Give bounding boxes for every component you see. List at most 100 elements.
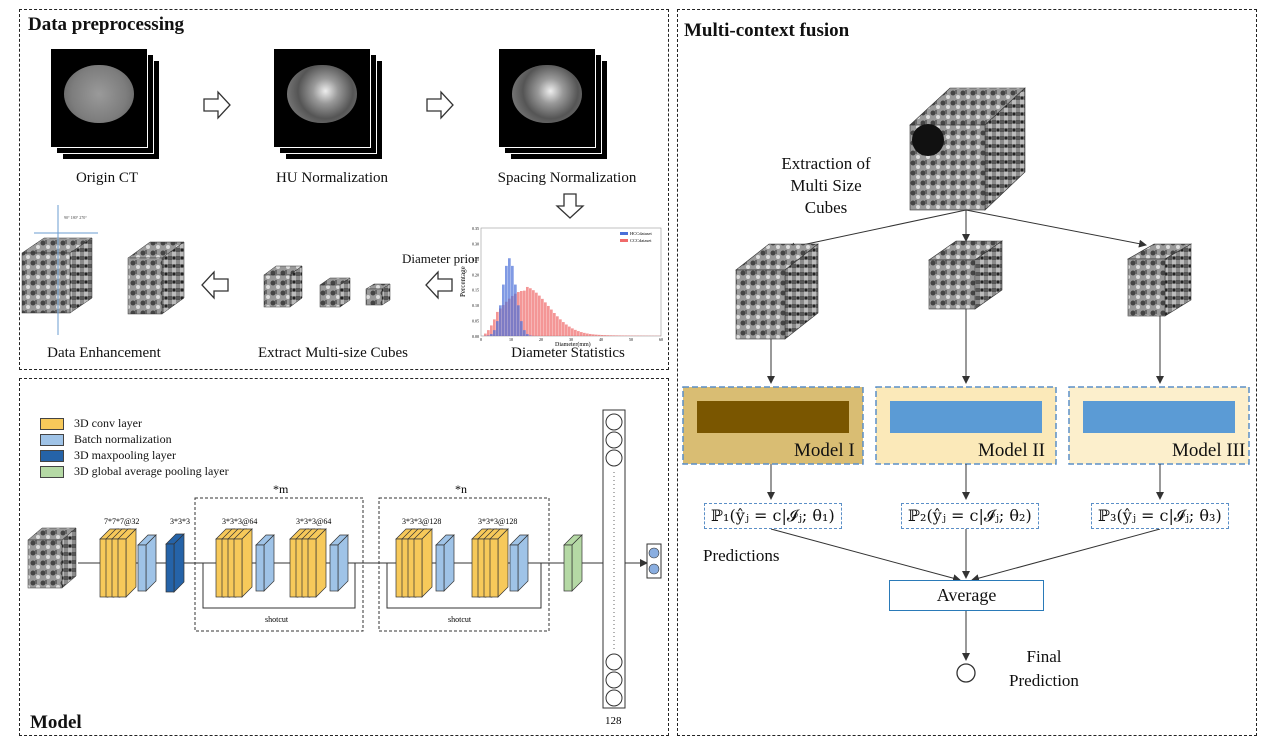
maxpool-layer bbox=[165, 533, 185, 593]
multi-size-cube-large bbox=[263, 265, 303, 308]
hist-bar bbox=[571, 328, 574, 336]
context-cube-small bbox=[1126, 243, 1193, 317]
final-label-2: Prediction bbox=[1009, 671, 1079, 690]
fc-layer bbox=[602, 409, 626, 709]
formula-1: ℙ₁(ŷⱼ = c|𝓘ⱼ; θ₁) bbox=[704, 503, 842, 529]
legend-conv: 3D conv layer bbox=[40, 416, 142, 431]
hist-bar bbox=[559, 319, 562, 336]
predictions-label: Predictions bbox=[703, 546, 780, 565]
hist-bar bbox=[568, 326, 571, 336]
hist-bar bbox=[496, 321, 499, 336]
hist-bar bbox=[616, 335, 619, 336]
final-node bbox=[956, 663, 976, 683]
multi-size-cube-medium bbox=[319, 277, 351, 308]
hist-bar bbox=[532, 290, 535, 336]
hist-bar bbox=[493, 319, 496, 336]
hist-bar bbox=[538, 295, 541, 336]
formula-2: ℙ₂(ŷⱼ = c|𝓘ⱼ; θ₂) bbox=[901, 503, 1039, 529]
shortcut-label: shotcut bbox=[265, 615, 289, 624]
enhancement-cube bbox=[21, 205, 98, 335]
conv-layer bbox=[489, 528, 509, 598]
block-m-frame bbox=[194, 497, 364, 632]
legend-swatch bbox=[40, 417, 64, 430]
hist-bar bbox=[511, 265, 514, 336]
hist-bar bbox=[523, 290, 526, 336]
arrow-right-icon bbox=[426, 90, 454, 120]
hist-bar bbox=[517, 305, 520, 336]
layer-label-pool: 3*3*3 bbox=[170, 517, 190, 526]
bn-layer bbox=[435, 534, 455, 592]
hist-bar bbox=[520, 290, 523, 336]
hist-bar bbox=[601, 335, 604, 336]
preprocessing-title: Data preprocessing bbox=[28, 14, 185, 35]
hist-bar bbox=[595, 334, 598, 336]
fusion-title: Multi-context fusion bbox=[684, 20, 850, 41]
hist-bar bbox=[526, 334, 529, 336]
hist-bar bbox=[580, 332, 583, 336]
layer-label-m1: 3*3*3@64 bbox=[222, 517, 257, 526]
diameter-histogram: 0.35 0.30 0.25 0.20 0.15 0.10 0.05 0.00 0 10 20 30… bbox=[459, 226, 663, 348]
block-n-label: *n bbox=[455, 482, 467, 496]
hist-xtick: 40 bbox=[599, 337, 603, 342]
hist-bar bbox=[523, 330, 526, 336]
bn-layer bbox=[509, 534, 529, 592]
hist-bar bbox=[592, 334, 595, 336]
hist-bar bbox=[490, 325, 493, 336]
hist-bar bbox=[547, 305, 550, 336]
layer-label-n2: 3*3*3@128 bbox=[478, 517, 517, 526]
hist-bar bbox=[514, 284, 517, 336]
bn-layer bbox=[137, 534, 157, 592]
hist-bar bbox=[526, 286, 529, 336]
hist-bar bbox=[586, 333, 589, 336]
hist-xtick: 10 bbox=[509, 337, 513, 342]
bn-layer bbox=[255, 534, 275, 592]
conv-layer bbox=[117, 528, 137, 598]
step-diameter-statistics: Diameter Statistics bbox=[511, 345, 625, 361]
layer-label-n1: 3*3*3@128 bbox=[402, 517, 441, 526]
hist-bar bbox=[619, 335, 622, 336]
hist-bar bbox=[487, 330, 490, 336]
hist-xtick: 0 bbox=[480, 337, 482, 342]
arrow-left-icon bbox=[201, 270, 229, 300]
arrow-right-icon bbox=[203, 90, 231, 120]
hist-bar bbox=[562, 322, 565, 336]
legend-bn: Batch normalization bbox=[40, 432, 172, 447]
hist-xtick: 20 bbox=[539, 337, 543, 342]
extraction-label-3: Cubes bbox=[804, 198, 848, 217]
hist-ytick: 0.35 bbox=[472, 226, 479, 231]
fusion-panel bbox=[677, 9, 1257, 736]
hist-ytick: 0.25 bbox=[472, 257, 479, 262]
hist-bar bbox=[610, 335, 613, 336]
hist-bar bbox=[613, 335, 616, 336]
block-n-frame bbox=[378, 497, 550, 632]
preprocessing-panel bbox=[19, 9, 669, 370]
hist-ytick: 0.05 bbox=[472, 319, 479, 324]
shortcut-label: shotcut bbox=[448, 615, 472, 624]
hist-xlabel: Diameter(mm) bbox=[555, 341, 591, 348]
conv-layer bbox=[413, 528, 433, 598]
hist-ytick: 0.00 bbox=[472, 334, 479, 339]
hist-bar bbox=[484, 333, 487, 336]
hist-bar bbox=[607, 335, 610, 336]
hist-xtick: 60 bbox=[659, 337, 663, 342]
hist-bar bbox=[490, 334, 493, 336]
formula-3: ℙ₃(ŷⱼ = c|𝓘ⱼ; θ₃) bbox=[1091, 503, 1229, 529]
hist-ytick: 0.20 bbox=[472, 272, 479, 277]
extraction-label-1: Extraction of bbox=[781, 154, 871, 173]
layer-label-m2: 3*3*3@64 bbox=[296, 517, 331, 526]
hist-bar bbox=[604, 335, 607, 336]
fc-size-label: 128 bbox=[605, 715, 622, 727]
hist-bar bbox=[502, 284, 505, 336]
extraction-label-2: Multi Size bbox=[790, 176, 862, 195]
hist-bar bbox=[499, 305, 502, 336]
source-cube bbox=[909, 87, 1026, 211]
model-1-label: Model I bbox=[794, 440, 855, 461]
conv-layer bbox=[233, 528, 253, 598]
step-hu-normalization: HU Normalization bbox=[275, 170, 389, 186]
average-box: Average bbox=[889, 580, 1044, 611]
model-panel bbox=[19, 378, 669, 736]
